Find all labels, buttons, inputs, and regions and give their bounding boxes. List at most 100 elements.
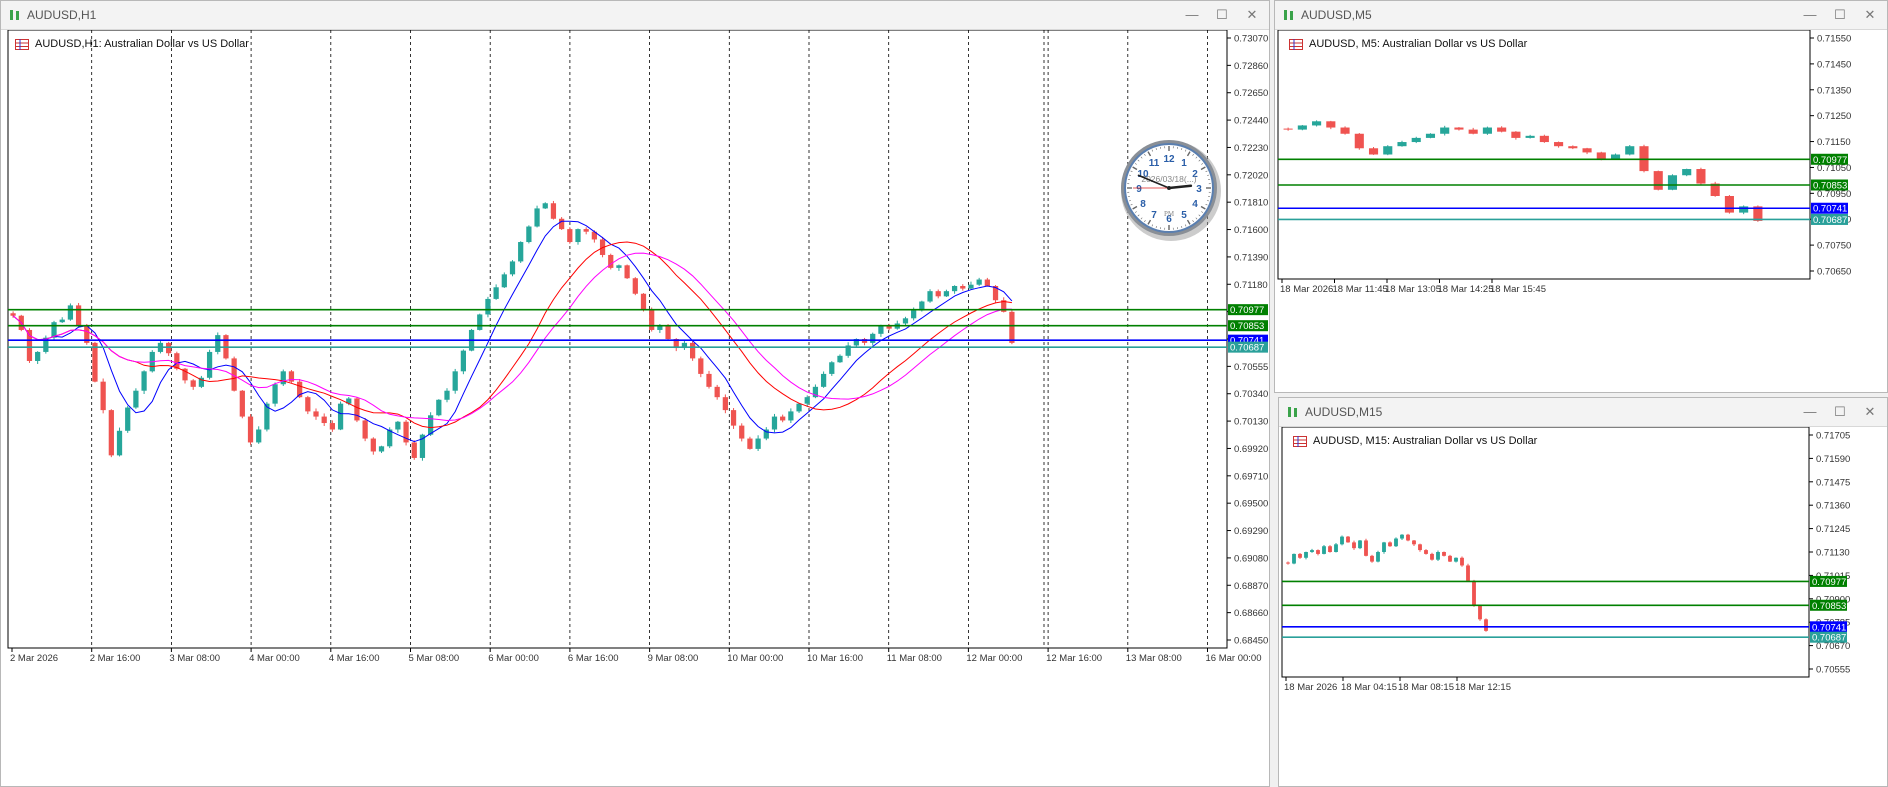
chart-window-icon	[1284, 10, 1293, 20]
candle-body	[1696, 169, 1706, 184]
price-tag-label: 0.70977	[1812, 577, 1846, 588]
window-titlebar[interactable]: AUDUSD,M5 — ☐ ✕	[1275, 1, 1887, 30]
chart-legend-text: AUDUSD,H1: Australian Dollar vs US Dolla…	[35, 38, 249, 50]
candle-body	[1412, 540, 1416, 545]
candle-body	[1511, 131, 1521, 138]
candle-body	[763, 429, 769, 439]
candle-body	[1448, 555, 1452, 562]
clock-tick	[1140, 217, 1143, 220]
candle-body	[575, 229, 581, 243]
candle-body	[1411, 137, 1421, 143]
candle-body	[1739, 206, 1749, 213]
window-title: AUDUSD,M5	[1301, 8, 1372, 22]
candle-body	[26, 329, 33, 361]
candle-body	[141, 371, 147, 391]
candle-body	[730, 410, 737, 426]
candle-body	[1454, 127, 1464, 130]
candle-body	[632, 278, 638, 294]
candle-body	[182, 368, 188, 381]
candle-body	[640, 293, 647, 310]
clock-tick	[1130, 170, 1133, 173]
candle-body	[1425, 133, 1436, 138]
candle-body	[1376, 552, 1380, 562]
candle-body	[960, 285, 966, 289]
x-axis-tick-label: 11 Mar 08:00	[887, 653, 942, 664]
maximize-button[interactable]: ☐	[1834, 404, 1846, 419]
maximize-button[interactable]: ☐	[1834, 7, 1846, 22]
candle-body	[788, 411, 794, 421]
clock-tick	[1200, 166, 1206, 171]
minimize-button[interactable]: —	[1803, 7, 1817, 22]
candle-body	[247, 416, 254, 443]
price-tag	[1228, 341, 1268, 353]
clock-hour-hand	[1167, 184, 1193, 190]
window-titlebar[interactable]: AUDUSD,M15 — ☐ ✕	[1279, 398, 1887, 427]
candle-body	[820, 373, 827, 387]
candle-body	[1397, 142, 1407, 147]
clock-tick	[1200, 205, 1206, 210]
y-axis-tick-label: 0.71810	[1234, 198, 1268, 209]
candle-body	[804, 397, 810, 404]
candle-body	[739, 425, 745, 439]
chart-window-m5[interactable]: AUDUSD,M5 — ☐ ✕ 0.71550 0.71450 0.71350 0.7…	[1274, 0, 1888, 393]
clock-tick	[1201, 163, 1204, 165]
clock-tick	[1147, 219, 1152, 225]
candle-body	[1424, 550, 1428, 554]
close-button[interactable]: ✕	[1246, 7, 1258, 22]
price-tag-label: 0.70741	[1813, 204, 1847, 215]
chart-window-h1[interactable]: AUDUSD,H1 — ☐ ✕ 0.73070 0.72860 0.72650 0.7…	[0, 0, 1270, 787]
candle-body	[1292, 553, 1296, 564]
x-axis-tick-label: 6 Mar 16:00	[568, 653, 619, 664]
candle-body	[1442, 552, 1446, 556]
price-tag-label: 0.70687	[1812, 633, 1846, 644]
clock-minute-hand	[1137, 174, 1170, 189]
clock-number: 11	[1149, 158, 1160, 169]
chart-window-m15[interactable]: AUDUSD,M15 — ☐ ✕ 0.71705 0.71590 0.71475 0.…	[1278, 397, 1888, 787]
minimize-button[interactable]: —	[1185, 7, 1199, 22]
close-button[interactable]: ✕	[1864, 7, 1876, 22]
clock-tick	[1137, 214, 1140, 217]
price-tag	[1811, 213, 1848, 225]
x-axis-tick-label: 10 Mar 16:00	[807, 653, 863, 664]
maximize-button[interactable]: ☐	[1216, 7, 1228, 22]
candle-body	[681, 342, 688, 349]
candle-body	[43, 337, 49, 352]
y-axis-tick-label: 0.69710	[1234, 471, 1268, 482]
candle-body	[886, 326, 892, 329]
x-axis-tick-label: 18 Mar 2026	[1280, 284, 1333, 295]
price-chart-m15[interactable]: 0.71705 0.71590 0.71475 0.71360 0.71245 0.711…	[1279, 427, 1887, 786]
y-axis-tick-label: 0.70670	[1816, 641, 1850, 652]
clock-pm-text: PM	[1164, 210, 1175, 218]
clock-tick	[1132, 166, 1138, 171]
candle-body	[297, 381, 303, 398]
y-axis-tick-label: 0.71390	[1234, 252, 1268, 263]
window-titlebar[interactable]: AUDUSD,H1 — ☐ ✕	[1, 1, 1269, 30]
y-axis-tick-label: 0.72020	[1234, 170, 1268, 181]
candle-body	[1312, 121, 1322, 126]
x-axis-tick-label: 13 Mar 08:00	[1126, 653, 1182, 664]
y-axis-tick-label: 0.69920	[1234, 444, 1268, 455]
candle-body	[968, 284, 974, 289]
close-button[interactable]: ✕	[1864, 404, 1876, 419]
candle-body	[264, 403, 270, 430]
clock-number: 9	[1136, 184, 1142, 195]
x-axis-tick-label: 18 Mar 2026	[1284, 682, 1337, 693]
candle-body	[1406, 534, 1410, 541]
y-axis-tick-label: 0.71360	[1816, 501, 1850, 512]
minimize-button[interactable]: —	[1803, 404, 1817, 419]
price-chart-h1[interactable]: 0.73070 0.72860 0.72650 0.72440 0.72230 0.720…	[1, 30, 1269, 787]
candle-body	[239, 390, 245, 417]
candle-body	[1001, 300, 1007, 312]
window-title: AUDUSD,M15	[1305, 405, 1383, 419]
y-axis-tick-label: 0.68660	[1234, 608, 1268, 619]
moving-average-line	[12, 252, 1012, 422]
candle-body	[370, 438, 376, 452]
price-tag-label: 0.70853	[1230, 321, 1264, 332]
x-axis-tick-label: 18 Mar 04:15	[1341, 682, 1397, 693]
candle-body	[1484, 619, 1488, 631]
price-chart-m5[interactable]: 0.71550 0.71450 0.71350 0.71250 0.71150 0.710…	[1275, 30, 1887, 392]
price-tag	[1811, 153, 1848, 165]
candle-body	[1472, 580, 1476, 606]
clock-tick	[1184, 224, 1187, 227]
x-axis-tick-label: 2 Mar 2026	[10, 653, 58, 664]
